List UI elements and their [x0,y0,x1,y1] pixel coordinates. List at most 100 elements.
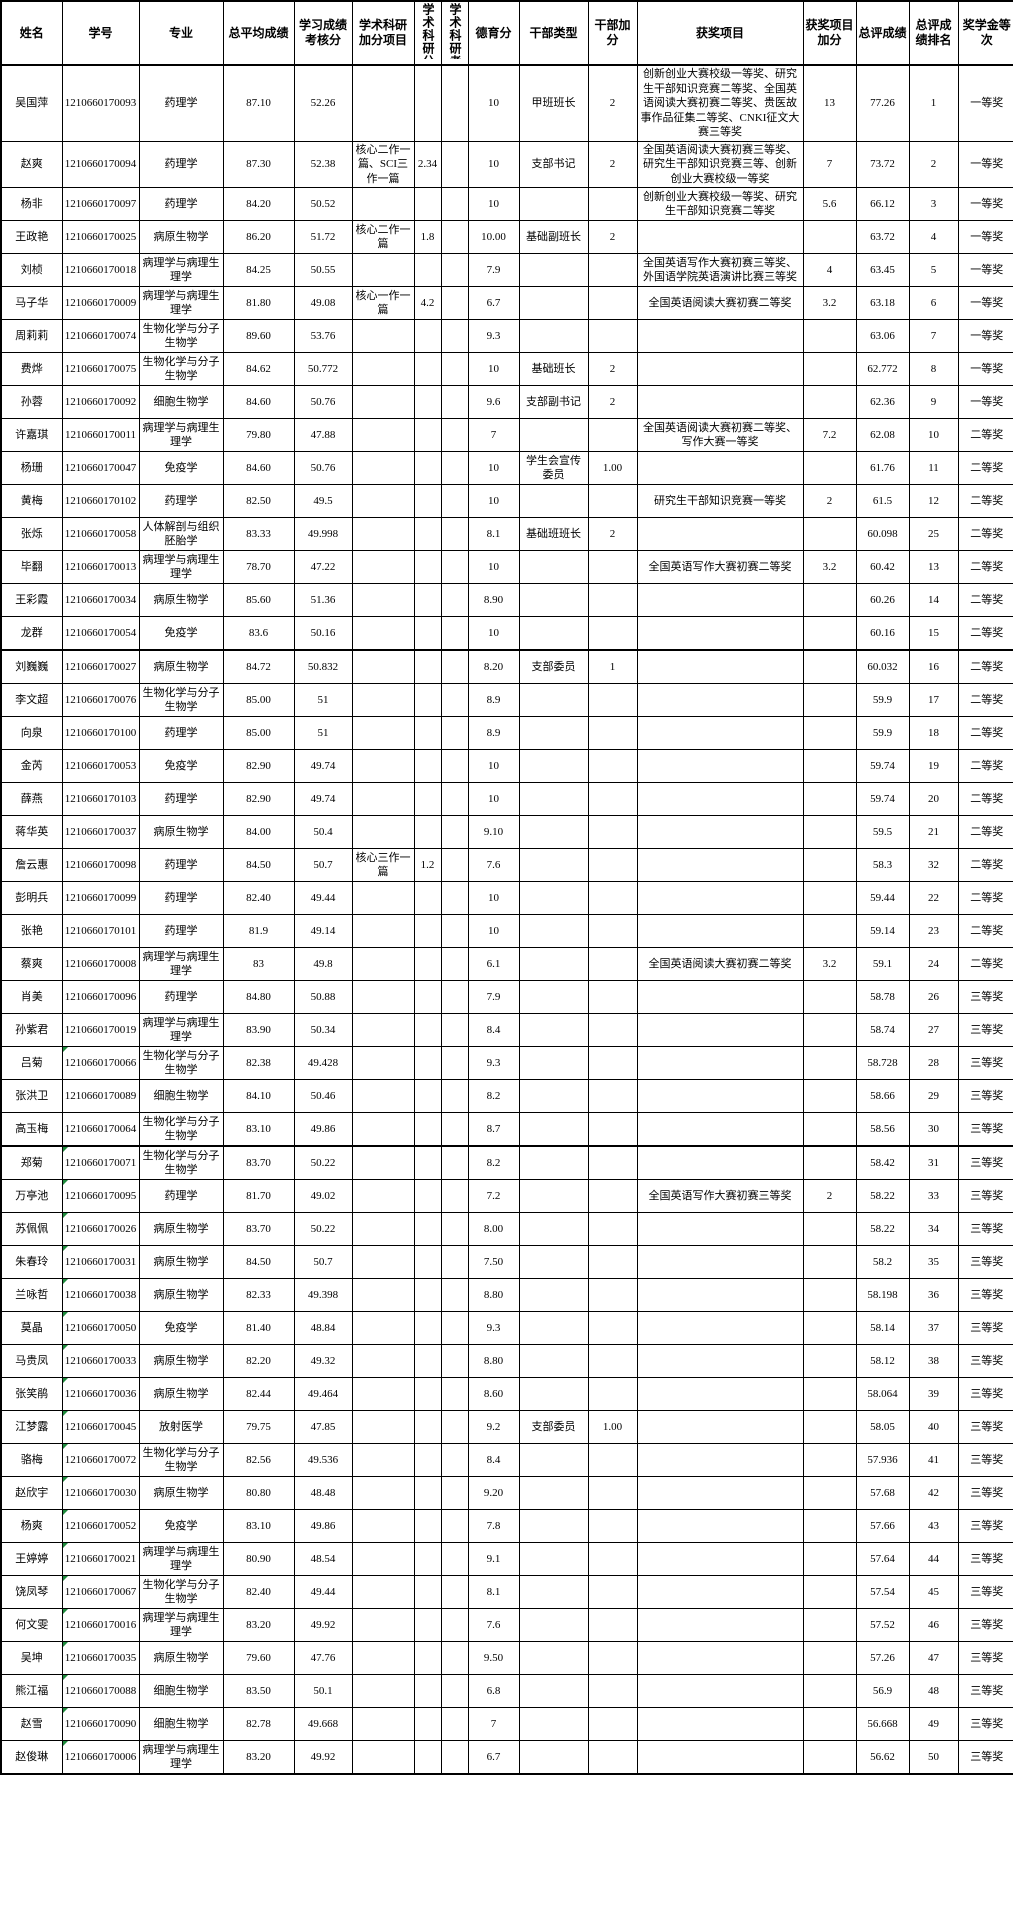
cell-cadre_type[interactable]: 学生会宣传委员 [518,451,589,486]
cell-research_project[interactable] [351,1079,415,1114]
cell-major[interactable]: 病原生物学 [138,1377,224,1412]
cell-study[interactable]: 49.74 [293,782,353,817]
cell-cadre_type[interactable] [518,683,589,718]
cell-major[interactable]: 细胞生物学 [138,1674,224,1709]
cell-name[interactable]: 孙蓉 [0,385,63,420]
cell-cadre_bonus[interactable]: 1.00 [587,1410,638,1445]
cell-research_score[interactable] [413,1641,442,1676]
cell-research_check[interactable] [440,1608,469,1643]
cell-study[interactable]: 49.8 [293,947,353,982]
cell-avg[interactable]: 82.40 [222,881,295,916]
cell-study[interactable]: 50.76 [293,451,353,486]
cell-research_score[interactable] [413,815,442,850]
cell-rank[interactable]: 1 [908,64,959,142]
cell-awards[interactable] [636,1377,804,1412]
cell-id[interactable]: 1210660170021 [61,1542,140,1577]
cell-total[interactable]: 56.668 [855,1707,910,1742]
column-header-major[interactable]: 专业 [138,0,224,66]
cell-rank[interactable]: 18 [908,716,959,751]
cell-name[interactable]: 吴国萍 [0,64,63,142]
cell-cadre_bonus[interactable] [587,583,638,618]
cell-level[interactable]: 三等奖 [957,1278,1013,1313]
cell-study[interactable]: 51.72 [293,220,353,255]
cell-name[interactable]: 张烁 [0,517,63,552]
cell-total[interactable]: 57.52 [855,1608,910,1643]
cell-level[interactable]: 二等奖 [957,583,1013,618]
cell-research_check[interactable] [440,418,469,453]
cell-cadre_type[interactable] [518,1311,589,1346]
cell-level[interactable]: 一等奖 [957,385,1013,420]
cell-name[interactable]: 周莉莉 [0,319,63,354]
cell-awards[interactable] [636,220,804,255]
cell-cadre_type[interactable] [518,484,589,519]
cell-id[interactable]: 1210660170031 [61,1245,140,1280]
cell-award_bonus[interactable] [802,583,857,618]
cell-moral[interactable]: 9.3 [467,319,520,354]
cell-awards[interactable]: 全国英语写作大赛初赛三等奖、外国语学院英语演讲比赛三等奖 [636,253,804,288]
cell-award_bonus[interactable] [802,848,857,883]
cell-award_bonus[interactable] [802,1278,857,1313]
cell-cadre_bonus[interactable] [587,484,638,519]
cell-level[interactable]: 一等奖 [957,253,1013,288]
cell-rank[interactable]: 44 [908,1542,959,1577]
cell-avg[interactable]: 83.6 [222,616,295,651]
cell-moral[interactable]: 6.8 [467,1674,520,1709]
cell-awards[interactable] [636,881,804,916]
cell-awards[interactable] [636,1608,804,1643]
cell-moral[interactable]: 7.9 [467,980,520,1015]
cell-research_score[interactable] [413,1212,442,1247]
cell-id[interactable]: 1210660170090 [61,1707,140,1742]
cell-awards[interactable]: 创新创业大赛校级一等奖、研究生干部知识竞赛二等奖 [636,187,804,222]
cell-cadre_type[interactable] [518,1278,589,1313]
cell-id[interactable]: 1210660170076 [61,683,140,718]
cell-id[interactable]: 1210660170008 [61,947,140,982]
cell-avg[interactable]: 82.78 [222,1707,295,1742]
cell-cadre_type[interactable] [518,1046,589,1081]
cell-award_bonus[interactable] [802,649,857,685]
cell-level[interactable]: 三等奖 [957,1443,1013,1478]
cell-avg[interactable]: 78.70 [222,550,295,585]
cell-research_project[interactable] [351,1443,415,1478]
cell-cadre_type[interactable]: 支部委员 [518,649,589,685]
cell-cadre_type[interactable] [518,583,589,618]
cell-award_bonus[interactable] [802,1641,857,1676]
cell-moral[interactable]: 9.2 [467,1410,520,1445]
cell-level[interactable]: 一等奖 [957,187,1013,222]
cell-cadre_bonus[interactable] [587,683,638,718]
cell-name[interactable]: 江梦露 [0,1410,63,1445]
cell-research_project[interactable] [351,1740,415,1775]
cell-rank[interactable]: 48 [908,1674,959,1709]
cell-research_project[interactable] [351,451,415,486]
cell-cadre_bonus[interactable] [587,319,638,354]
cell-avg[interactable]: 83 [222,947,295,982]
cell-rank[interactable]: 12 [908,484,959,519]
cell-total[interactable]: 59.9 [855,683,910,718]
cell-study[interactable]: 49.86 [293,1509,353,1544]
cell-name[interactable]: 马子华 [0,286,63,321]
cell-rank[interactable]: 42 [908,1476,959,1511]
cell-avg[interactable]: 84.25 [222,253,295,288]
cell-total[interactable]: 57.66 [855,1509,910,1544]
cell-research_score[interactable] [413,517,442,552]
cell-rank[interactable]: 22 [908,881,959,916]
cell-research_score[interactable] [413,914,442,949]
cell-awards[interactable] [636,451,804,486]
cell-research_score[interactable] [413,683,442,718]
cell-research_check[interactable] [440,1542,469,1577]
cell-research_project[interactable] [351,1112,415,1147]
cell-awards[interactable] [636,1476,804,1511]
cell-moral[interactable]: 8.4 [467,1443,520,1478]
cell-research_project[interactable] [351,1476,415,1511]
cell-level[interactable]: 三等奖 [957,1212,1013,1247]
cell-research_project[interactable] [351,716,415,751]
cell-id[interactable]: 1210660170095 [61,1179,140,1214]
cell-cadre_type[interactable]: 基础副班长 [518,220,589,255]
cell-name[interactable]: 詹云惠 [0,848,63,883]
cell-id[interactable]: 1210660170103 [61,782,140,817]
cell-cadre_bonus[interactable] [587,1013,638,1048]
cell-research_project[interactable] [351,815,415,850]
cell-cadre_type[interactable] [518,848,589,883]
cell-cadre_bonus[interactable] [587,1575,638,1610]
cell-moral[interactable]: 9.10 [467,815,520,850]
cell-major[interactable]: 药理学 [138,187,224,222]
